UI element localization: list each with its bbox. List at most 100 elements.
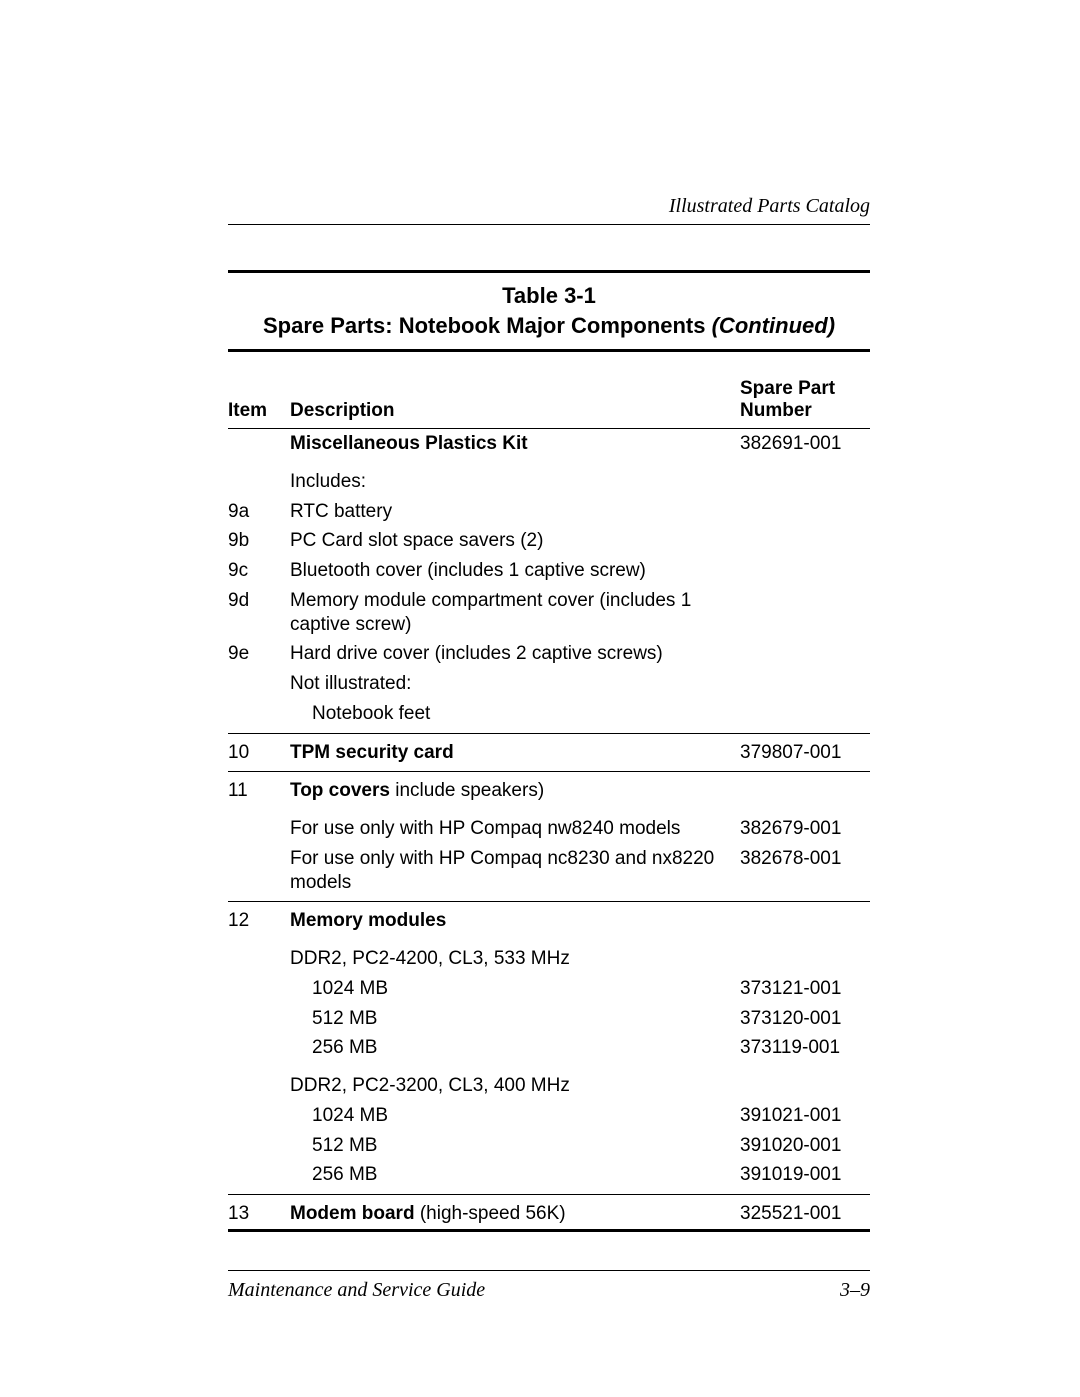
cell-description: Hard drive cover (includes 2 captive scr… <box>290 642 740 666</box>
cell-description: 256 MB <box>290 1163 740 1187</box>
footer-left: Maintenance and Service Guide <box>228 1279 485 1302</box>
cell-part-number <box>740 947 870 971</box>
cell-item <box>228 432 290 456</box>
cell-description: Top covers include speakers) <box>290 779 740 803</box>
table-row: 9dMemory module compartment cover (inclu… <box>228 586 870 640</box>
cell-part-number <box>740 529 870 553</box>
table-row: 1024 MB391021-001 <box>228 1101 870 1131</box>
cell-part-number: 373120-001 <box>740 1007 870 1031</box>
cell-description: Bluetooth cover (includes 1 captive scre… <box>290 559 740 583</box>
table-row: 10TPM security card379807-001 <box>228 733 870 772</box>
table-row: 1024 MB373121-001 <box>228 974 870 1004</box>
cell-part-number: 382678-001 <box>740 847 870 895</box>
table-rows: Miscellaneous Plastics Kit382691-001Incl… <box>228 429 870 1229</box>
cell-item <box>228 977 290 1001</box>
cell-description: RTC battery <box>290 500 740 524</box>
cell-part-number: 379807-001 <box>740 741 870 765</box>
cell-part-number: 382691-001 <box>740 432 870 456</box>
table-title-suffix: (Continued) <box>712 313 835 338</box>
row-spacer <box>228 1063 870 1071</box>
table-row: Miscellaneous Plastics Kit382691-001 <box>228 429 870 459</box>
cell-item <box>228 702 290 726</box>
cell-description: Memory modules <box>290 909 740 933</box>
table-title-bottom-rule <box>228 349 870 352</box>
table-row: Not illustrated: <box>228 669 870 699</box>
cell-part-number <box>740 779 870 803</box>
table-row: 9eHard drive cover (includes 2 captive s… <box>228 639 870 669</box>
cell-description: DDR2, PC2-4200, CL3, 533 MHz <box>290 947 740 971</box>
cell-part-number <box>740 589 870 637</box>
cell-description: Miscellaneous Plastics Kit <box>290 432 740 456</box>
cell-description: 1024 MB <box>290 977 740 1001</box>
cell-item <box>228 1036 290 1060</box>
cell-part-number <box>740 909 870 933</box>
cell-item <box>228 817 290 841</box>
table-row: Includes: <box>228 467 870 497</box>
table-row: DDR2, PC2-4200, CL3, 533 MHz <box>228 944 870 974</box>
cell-description: Not illustrated: <box>290 672 740 696</box>
cell-item <box>228 470 290 494</box>
table-row: 9cBluetooth cover (includes 1 captive sc… <box>228 556 870 586</box>
table-title-prefix: Spare Parts: Notebook Major Components <box>263 313 712 338</box>
footer: Maintenance and Service Guide 3–9 <box>228 1270 870 1302</box>
cell-item <box>228 1007 290 1031</box>
col-item: Item <box>228 400 290 422</box>
cell-item <box>228 1163 290 1187</box>
table-row: 12Memory modules <box>228 901 870 936</box>
table-row: 256 MB391019-001 <box>228 1160 870 1194</box>
cell-part-number <box>740 642 870 666</box>
cell-item: 9a <box>228 500 290 524</box>
row-spacer <box>228 459 870 467</box>
header-rule <box>228 224 870 225</box>
cell-item <box>228 847 290 895</box>
cell-part-number: 373119-001 <box>740 1036 870 1060</box>
table-row: 11Top covers include speakers) <box>228 771 870 806</box>
col-spn-line1: Spare Part <box>740 378 870 400</box>
table-column-headers: Item Description Spare Part Number <box>228 378 870 429</box>
table-block: Table 3-1 Spare Parts: Notebook Major Co… <box>228 270 870 1232</box>
cell-item: 13 <box>228 1202 290 1226</box>
cell-item: 10 <box>228 741 290 765</box>
table-row: Notebook feet <box>228 699 870 733</box>
cell-part-number: 391019-001 <box>740 1163 870 1187</box>
row-spacer <box>228 936 870 944</box>
cell-item <box>228 672 290 696</box>
cell-description: DDR2, PC2-3200, CL3, 400 MHz <box>290 1074 740 1098</box>
cell-description: Notebook feet <box>290 702 740 726</box>
table-title: Spare Parts: Notebook Major Components (… <box>228 313 870 339</box>
cell-description: 512 MB <box>290 1134 740 1158</box>
table-row: 256 MB373119-001 <box>228 1033 870 1063</box>
cell-item: 9d <box>228 589 290 637</box>
cell-description: 1024 MB <box>290 1104 740 1128</box>
cell-description: TPM security card <box>290 741 740 765</box>
cell-part-number <box>740 702 870 726</box>
row-spacer <box>228 806 870 814</box>
cell-part-number: 391020-001 <box>740 1134 870 1158</box>
cell-item: 9b <box>228 529 290 553</box>
cell-part-number: 325521-001 <box>740 1202 870 1226</box>
cell-description: Includes: <box>290 470 740 494</box>
table-row: 9aRTC battery <box>228 497 870 527</box>
cell-part-number: 373121-001 <box>740 977 870 1001</box>
footer-right: 3–9 <box>840 1279 870 1302</box>
cell-description: For use only with HP Compaq nw8240 model… <box>290 817 740 841</box>
cell-item: 11 <box>228 779 290 803</box>
cell-part-number <box>740 559 870 583</box>
table-row: 13Modem board (high-speed 56K)325521-001 <box>228 1194 870 1229</box>
table-row: 512 MB391020-001 <box>228 1131 870 1161</box>
col-spn-line2: Number <box>740 400 870 422</box>
cell-item <box>228 1134 290 1158</box>
cell-item <box>228 1104 290 1128</box>
cell-description: 512 MB <box>290 1007 740 1031</box>
cell-item: 9e <box>228 642 290 666</box>
cell-part-number: 391021-001 <box>740 1104 870 1128</box>
cell-part-number <box>740 672 870 696</box>
footer-rule <box>228 1270 870 1271</box>
table-row: 512 MB373120-001 <box>228 1004 870 1034</box>
cell-part-number: 382679-001 <box>740 817 870 841</box>
header-section-title: Illustrated Parts Catalog <box>669 195 870 218</box>
cell-item <box>228 1074 290 1098</box>
table-bottom-rule <box>228 1229 870 1232</box>
cell-item <box>228 947 290 971</box>
cell-description: 256 MB <box>290 1036 740 1060</box>
